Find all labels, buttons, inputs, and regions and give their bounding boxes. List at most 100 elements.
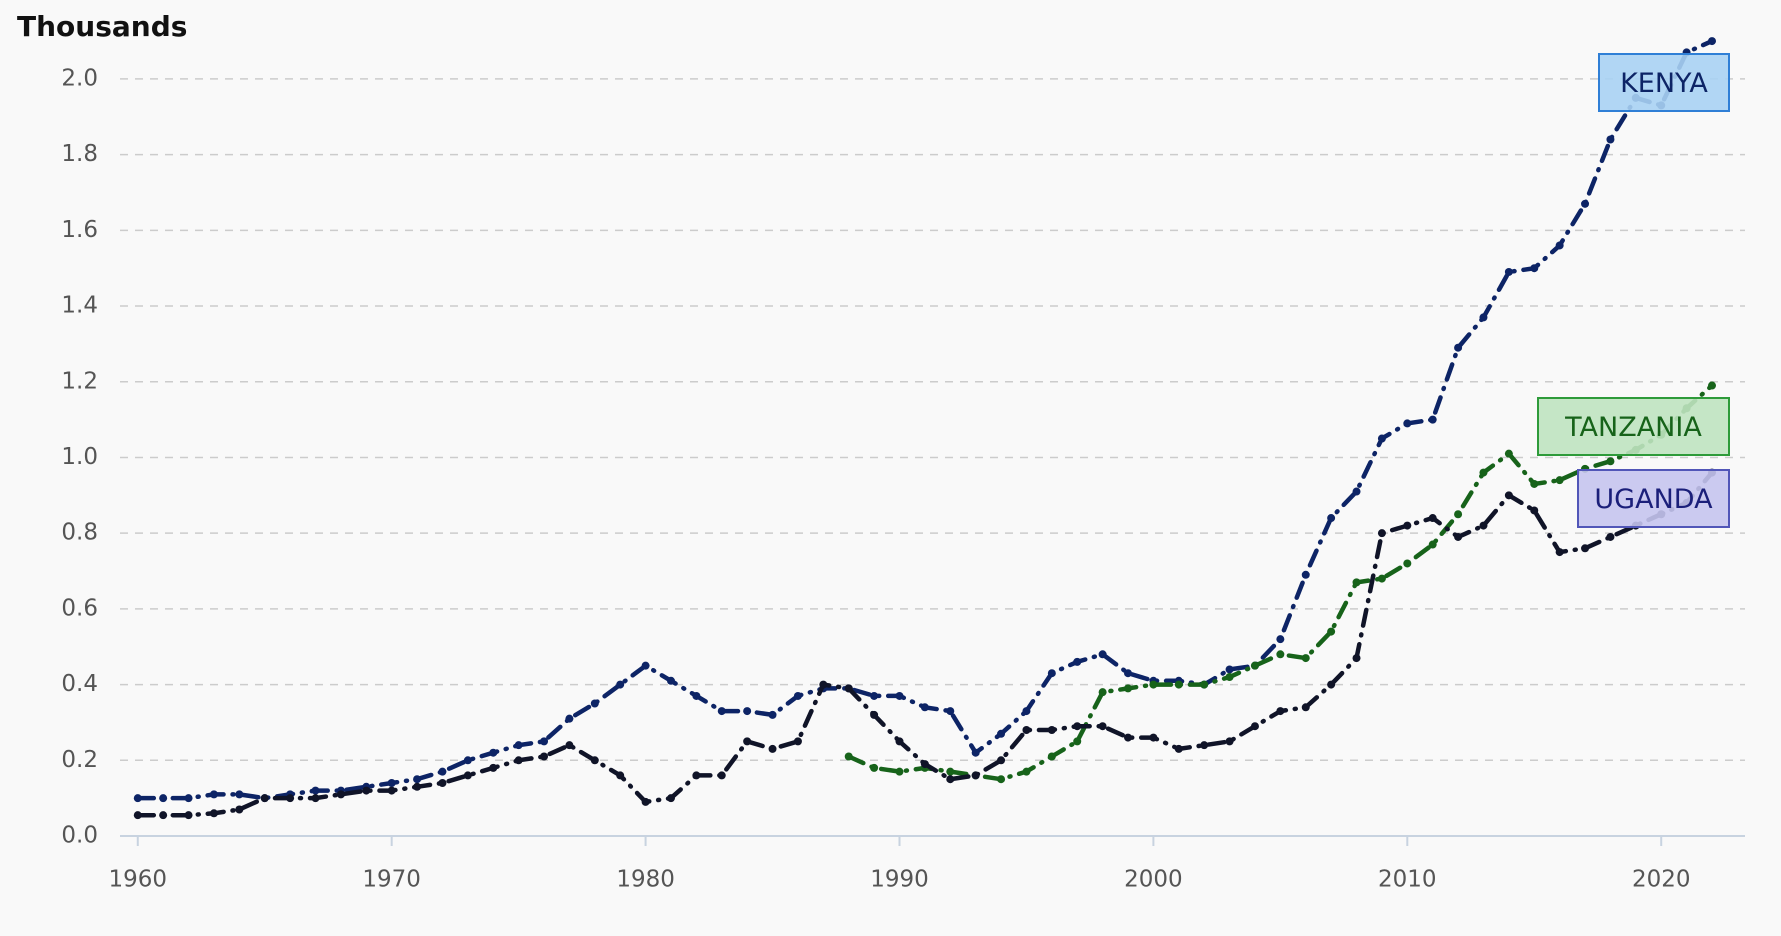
data-point	[1581, 199, 1590, 208]
data-point	[1606, 457, 1615, 466]
data-point	[540, 752, 549, 761]
data-point	[768, 744, 777, 753]
data-point	[666, 794, 675, 803]
data-point	[946, 707, 955, 716]
data-point	[1403, 559, 1412, 568]
data-point	[1073, 737, 1082, 746]
x-tick-label: 2000	[1124, 867, 1183, 893]
data-point	[1301, 570, 1310, 579]
data-point	[1504, 449, 1513, 458]
data-point	[133, 811, 142, 820]
x-tick-label: 1990	[870, 867, 929, 893]
data-point	[489, 763, 498, 772]
data-point	[1377, 574, 1386, 583]
data-point	[413, 782, 422, 791]
data-point	[666, 676, 675, 685]
data-point	[133, 794, 142, 803]
series-label-box	[1598, 53, 1730, 112]
data-point	[413, 775, 422, 784]
data-point	[311, 786, 320, 795]
x-tick-label: 1980	[616, 867, 675, 893]
data-point	[1098, 650, 1107, 659]
data-point	[641, 797, 650, 806]
data-point	[1022, 726, 1031, 735]
data-point	[1301, 654, 1310, 663]
data-point	[1377, 529, 1386, 538]
data-point	[1707, 37, 1716, 46]
data-point	[1174, 680, 1183, 689]
data-point	[590, 756, 599, 765]
data-point	[235, 805, 244, 814]
data-point	[1581, 544, 1590, 553]
data-point	[819, 680, 828, 689]
data-point	[1352, 654, 1361, 663]
data-point	[489, 748, 498, 757]
data-point	[159, 811, 168, 820]
data-point	[1454, 532, 1463, 541]
data-point	[1276, 650, 1285, 659]
data-point	[946, 767, 955, 776]
data-point	[184, 794, 193, 803]
data-point	[1225, 665, 1234, 674]
data-point	[1403, 419, 1412, 428]
data-point	[971, 771, 980, 780]
data-point	[717, 707, 726, 716]
data-point	[514, 756, 523, 765]
data-point	[743, 737, 752, 746]
data-point	[1555, 241, 1564, 250]
y-tick-label: 0.6	[61, 595, 98, 621]
data-point	[1047, 752, 1056, 761]
data-point	[1149, 733, 1158, 742]
data-point	[1276, 707, 1285, 716]
data-point	[1606, 135, 1615, 144]
y-tick-label: 1.2	[61, 368, 98, 394]
data-point	[692, 691, 701, 700]
y-tick-label: 1.6	[61, 217, 98, 243]
data-point	[971, 748, 980, 757]
data-point	[1225, 737, 1234, 746]
y-tick-label: 1.4	[61, 293, 98, 319]
data-point	[1124, 684, 1133, 693]
data-point	[1327, 627, 1336, 636]
data-point	[1124, 669, 1133, 678]
data-point	[1149, 680, 1158, 689]
data-point	[895, 767, 904, 776]
data-point	[362, 786, 371, 795]
data-point	[209, 809, 218, 818]
data-point	[616, 680, 625, 689]
data-point	[387, 779, 396, 788]
data-point	[1530, 264, 1539, 273]
data-point	[870, 691, 879, 700]
data-point	[895, 737, 904, 746]
data-point	[1250, 661, 1259, 670]
data-point	[565, 741, 574, 750]
series-label: UGANDA	[1594, 484, 1713, 515]
data-point	[184, 811, 193, 820]
data-point	[1428, 415, 1437, 424]
data-point	[1047, 726, 1056, 735]
data-point	[1327, 680, 1336, 689]
data-point	[438, 767, 447, 776]
data-point	[311, 794, 320, 803]
y-axis-label: Thousands	[17, 10, 187, 43]
x-tick-label: 1960	[109, 867, 168, 893]
x-tick-label: 2010	[1378, 867, 1437, 893]
series-label: KENYA	[1620, 68, 1708, 99]
y-tick-label: 0.8	[61, 520, 98, 546]
data-point	[1327, 514, 1336, 523]
data-point	[159, 794, 168, 803]
data-point	[1479, 313, 1488, 322]
x-tick-label: 1970	[362, 867, 421, 893]
data-point	[1022, 707, 1031, 716]
y-tick-label: 2.0	[61, 65, 98, 91]
y-tick-label: 0.2	[61, 747, 98, 773]
data-point	[1352, 487, 1361, 496]
data-point	[387, 786, 396, 795]
data-point	[1225, 673, 1234, 682]
data-point	[514, 741, 523, 750]
data-point	[844, 684, 853, 693]
data-point	[286, 794, 295, 803]
data-point	[209, 790, 218, 799]
